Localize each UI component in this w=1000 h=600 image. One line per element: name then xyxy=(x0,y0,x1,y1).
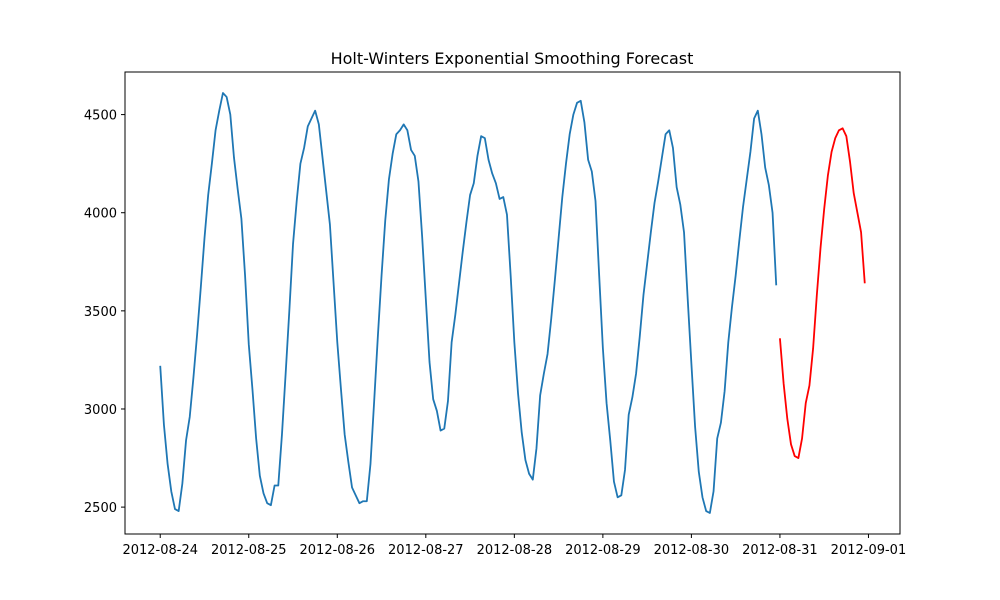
y-tick-label: 3000 xyxy=(84,403,117,418)
x-tick-label: 2012-08-24 xyxy=(122,543,198,558)
plot-frame xyxy=(124,71,901,535)
chart-title: Holt-Winters Exponential Smoothing Forec… xyxy=(331,49,694,68)
x-tick-label: 2012-08-27 xyxy=(388,543,464,558)
y-tick-label: 4000 xyxy=(84,207,117,222)
y-tick-label: 2500 xyxy=(84,501,117,516)
line-series xyxy=(779,127,866,459)
y-tick-label: 3500 xyxy=(84,305,117,320)
x-tick-label: 2012-08-28 xyxy=(477,543,553,558)
x-tick-label: 2012-08-26 xyxy=(300,543,376,558)
x-tick-label: 2012-09-01 xyxy=(831,543,907,558)
x-tick-label: 2012-08-25 xyxy=(211,543,287,558)
x-tick-label: 2012-08-30 xyxy=(654,543,730,558)
x-tick-label: 2012-08-29 xyxy=(565,543,641,558)
y-tick-label: 4500 xyxy=(84,109,117,124)
x-tick-label: 2012-08-31 xyxy=(742,543,818,558)
line-series xyxy=(159,92,778,514)
